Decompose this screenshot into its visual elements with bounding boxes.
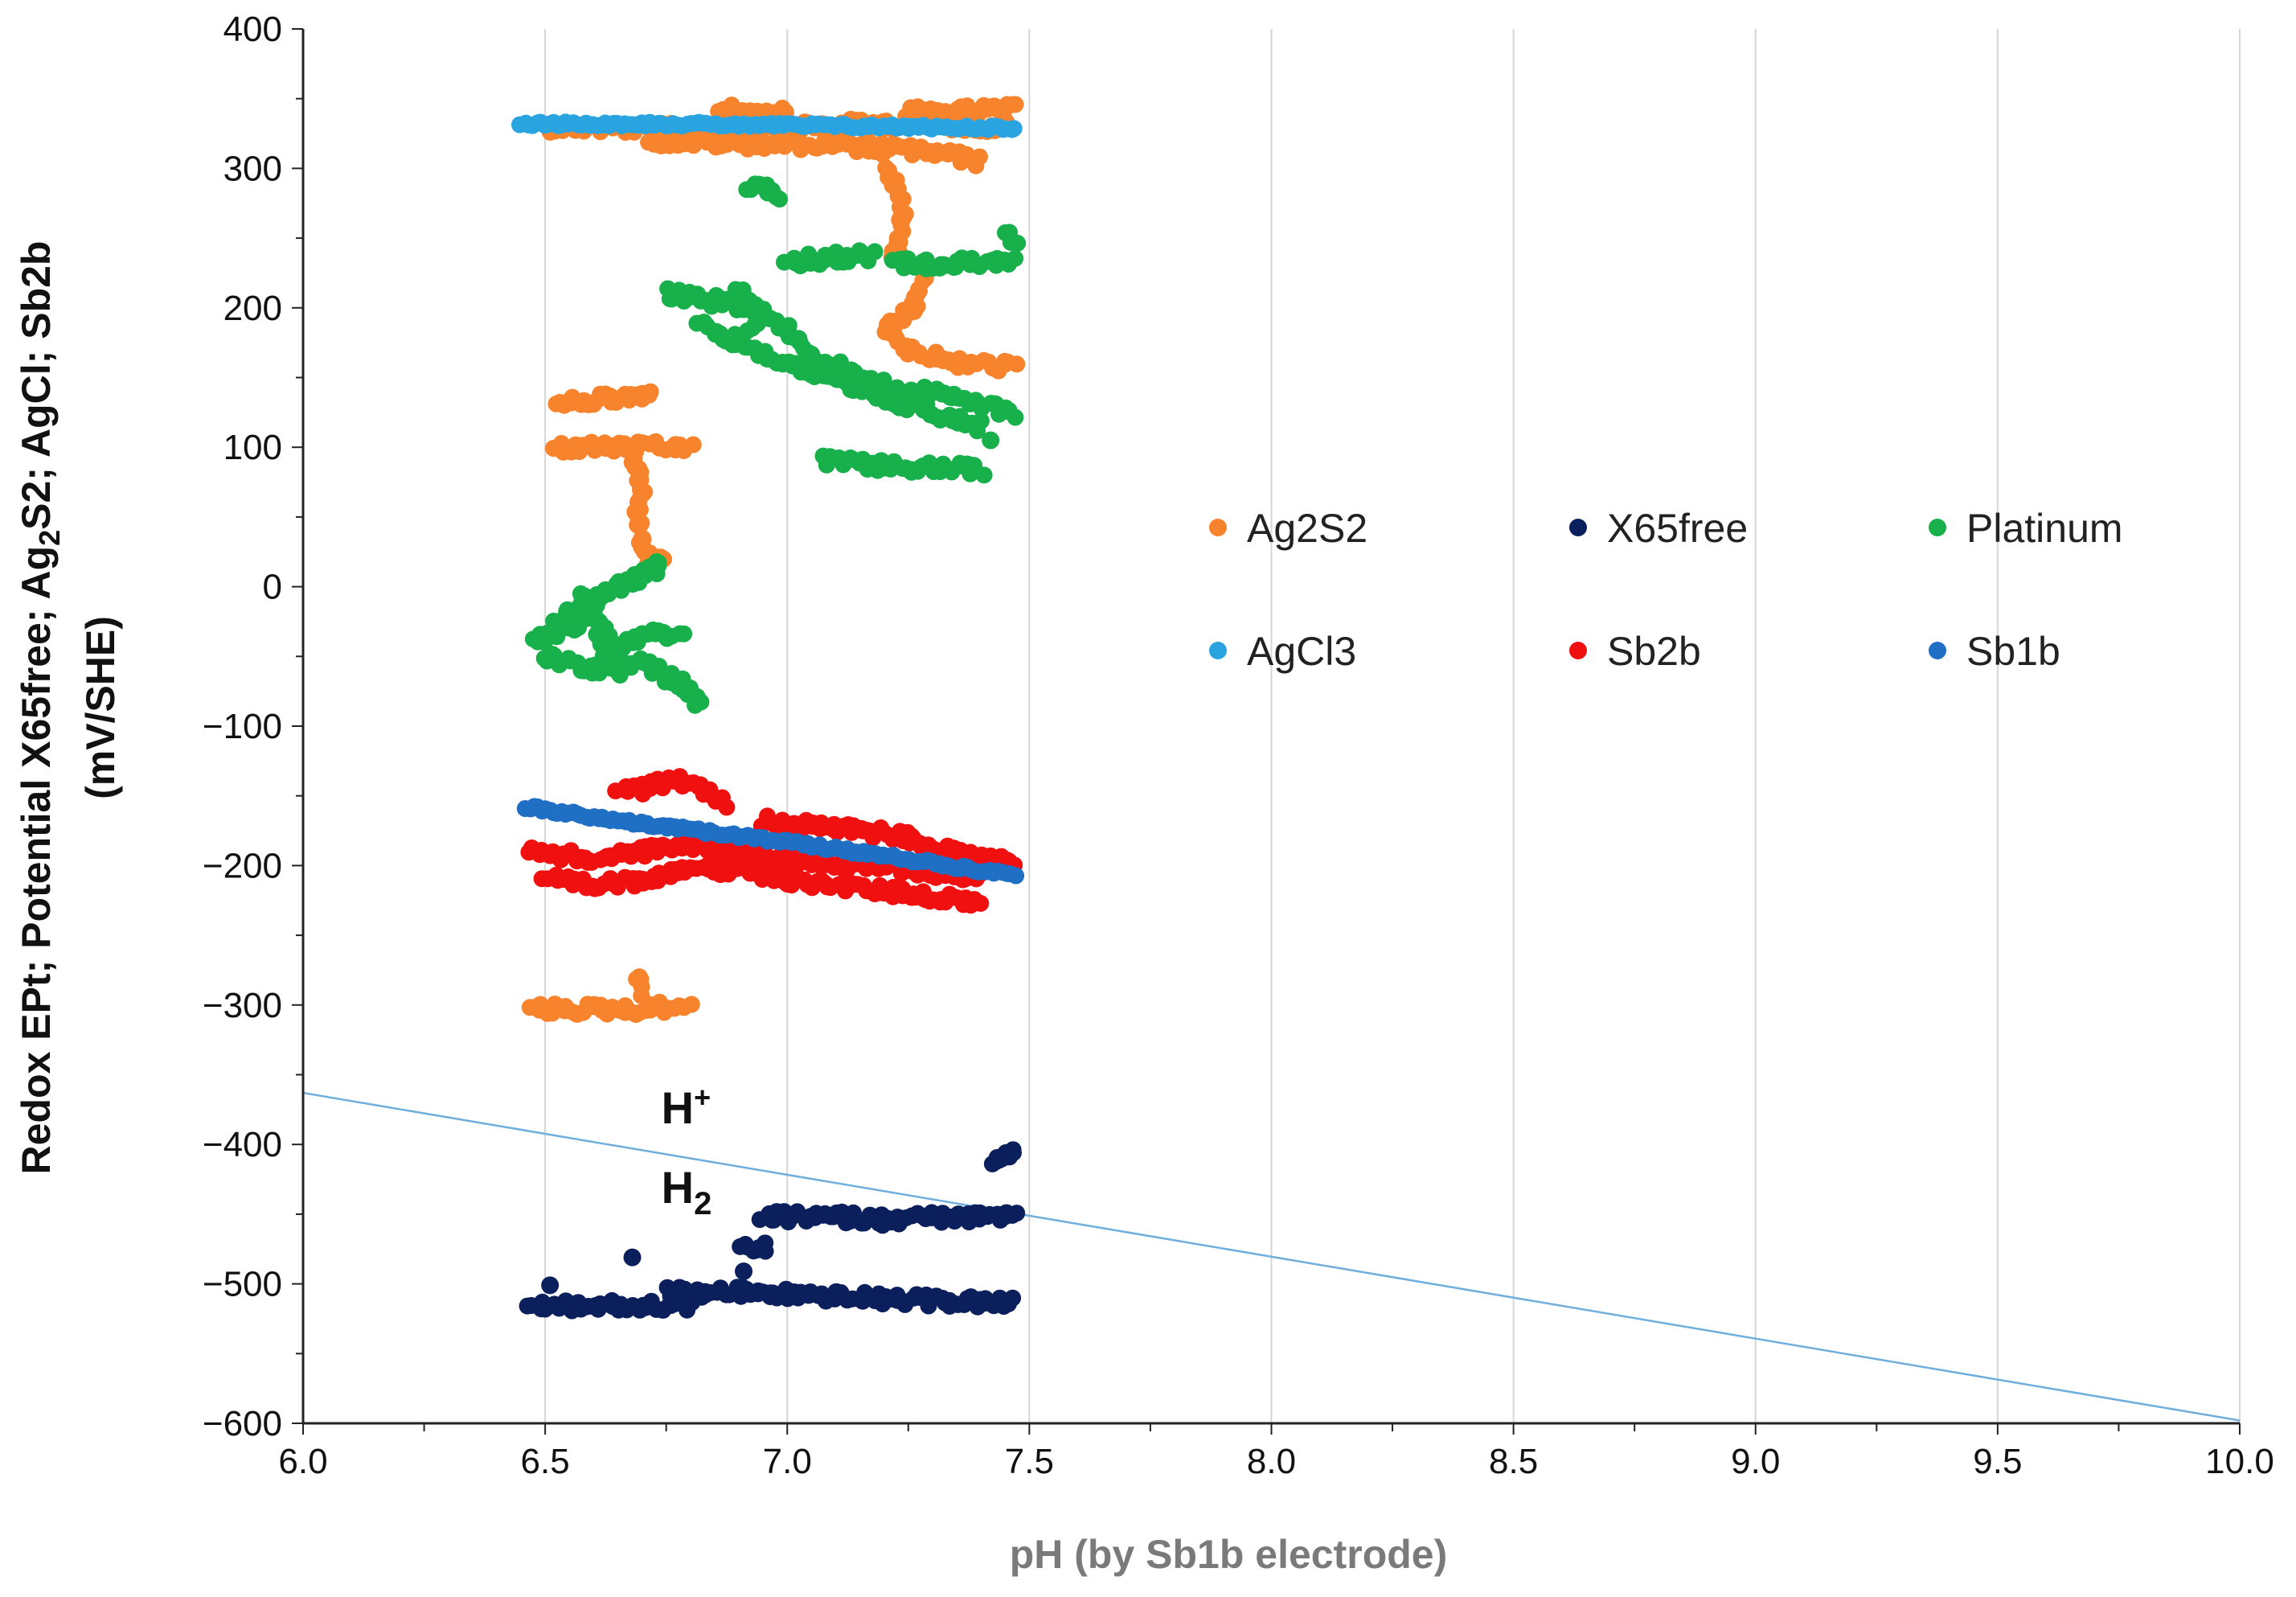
data-point	[1008, 355, 1026, 373]
data-point	[1007, 408, 1024, 426]
reference-line-layer	[302, 1091, 2241, 1422]
x-tick-label: 6.0	[278, 1442, 327, 1481]
legend-marker-agcl3	[1209, 642, 1227, 659]
data-point	[1007, 867, 1025, 885]
legend-marker-x65free	[1569, 519, 1587, 536]
data-point	[642, 383, 659, 400]
x-tick-label: 8.0	[1247, 1442, 1296, 1481]
y-tick-label: 400	[223, 10, 282, 49]
y-tick-label: −100	[203, 707, 282, 746]
data-point	[629, 516, 646, 534]
y-tick-label: −400	[203, 1125, 282, 1164]
legend-label-agcl3: AgCl3	[1247, 629, 1356, 674]
x-tick-label: 9.0	[1731, 1442, 1780, 1481]
series-x65free	[519, 1141, 1026, 1320]
y-tick-label: −600	[203, 1404, 282, 1443]
data-point	[1008, 1205, 1026, 1222]
data-point	[650, 557, 667, 575]
legend-label-platinum: Platinum	[1966, 506, 2123, 551]
data-point	[756, 1242, 774, 1260]
y-tick-label: −300	[203, 986, 282, 1025]
annotations: H+ H2	[662, 1081, 712, 1221]
data-point	[541, 1276, 560, 1295]
legend-marker-platinum	[1929, 519, 1946, 536]
data-point	[982, 431, 1000, 450]
tick-labels: −600 −500 −400 −300 −200 −100 0 100 200 300 400 6.0…	[203, 10, 2274, 1481]
data-point	[874, 146, 892, 163]
data-points	[511, 96, 1027, 1320]
data-point	[1005, 120, 1023, 138]
data-point	[623, 1248, 642, 1267]
data-point	[718, 798, 736, 816]
x-tick-label: 7.5	[1005, 1442, 1054, 1481]
data-point	[675, 625, 693, 642]
x-tick-label: 9.5	[1973, 1442, 2022, 1481]
h-boundary-line	[302, 1091, 2241, 1422]
data-point	[692, 693, 710, 711]
data-point	[1007, 249, 1024, 267]
legend-label-sb2b: Sb2b	[1607, 629, 1701, 674]
data-point	[972, 412, 990, 429]
legend-label-x65free: X65free	[1607, 506, 1748, 551]
axes	[292, 28, 2241, 1435]
y-axis-title-part1: Redox EPt; Potential X65free; Ag	[14, 546, 59, 1175]
annotation-text: H+	[662, 1081, 711, 1133]
legend-marker-ag2s2	[1209, 519, 1227, 536]
data-point	[971, 148, 988, 166]
y-tick-label: 200	[223, 289, 282, 328]
data-point	[611, 667, 629, 684]
data-point	[1007, 96, 1024, 113]
y-axis-title-line2: (mV/SHE)	[78, 616, 123, 799]
legend-label-ag2s2: Ag2S2	[1247, 506, 1367, 551]
y-tick-label: 100	[223, 428, 282, 467]
data-point	[771, 191, 789, 208]
y-axis-title-line1: Redox EPt; Potential X65free; Ag2S2; AgC…	[14, 241, 66, 1175]
x-tick-label: 7.0	[763, 1442, 812, 1481]
x-tick-label: 10.0	[2205, 1442, 2274, 1481]
y-axis-title-subscript: 2	[33, 530, 66, 546]
series-agcl3	[511, 113, 1023, 138]
x-tick-label: 6.5	[521, 1442, 570, 1481]
data-point	[735, 1262, 753, 1280]
series-platinum	[524, 175, 1027, 714]
data-point	[866, 243, 884, 261]
data-point	[975, 466, 993, 484]
legend-marker-sb2b	[1569, 642, 1587, 659]
x-axis-title: pH (by Sb1b electrode)	[1010, 1532, 1448, 1577]
y-tick-label: 0	[263, 568, 282, 607]
data-point	[1004, 1141, 1022, 1159]
series-sb1b	[516, 798, 1025, 885]
x-tick-label: 8.5	[1489, 1442, 1538, 1481]
legend-label-sb1b: Sb1b	[1966, 629, 2060, 674]
y-tick-label: −500	[203, 1265, 282, 1304]
legend: Ag2S2 X65free Platinum AgCl3 Sb2b Sb1b	[1209, 506, 2123, 674]
annotation-text: H2	[662, 1162, 712, 1221]
y-tick-label: 300	[223, 149, 282, 188]
y-tick-label: −200	[203, 846, 282, 885]
legend-marker-sb1b	[1929, 642, 1946, 659]
data-point	[972, 894, 990, 912]
y-axis-title-part2: S2; AgCl; Sb2b	[14, 241, 59, 530]
data-point	[1009, 234, 1027, 252]
data-point	[1004, 1289, 1022, 1307]
data-point	[739, 322, 756, 339]
data-point	[683, 996, 700, 1013]
data-point	[630, 968, 648, 986]
data-point	[684, 436, 702, 454]
